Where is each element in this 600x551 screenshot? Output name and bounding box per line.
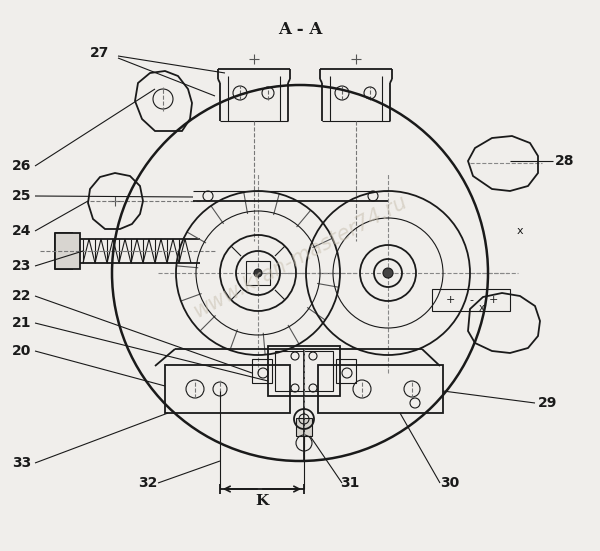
Bar	[275, 351, 333, 391]
Circle shape	[254, 269, 262, 277]
Bar	[296, 418, 312, 436]
Text: 30: 30	[440, 476, 460, 490]
Bar	[336, 359, 356, 383]
Bar	[268, 346, 340, 396]
Text: 32: 32	[139, 476, 158, 490]
Text: K: K	[256, 494, 269, 508]
Text: +: +	[445, 295, 455, 305]
Text: 33: 33	[13, 456, 32, 470]
Text: 21: 21	[12, 316, 32, 330]
Text: 27: 27	[91, 46, 110, 60]
Text: 31: 31	[340, 476, 359, 490]
Text: 28: 28	[555, 154, 575, 168]
Text: 22: 22	[12, 289, 32, 303]
Text: www.kran-master74.ru: www.kran-master74.ru	[190, 191, 410, 321]
Text: x: x	[517, 226, 523, 236]
Bar	[165, 365, 290, 413]
Text: x: x	[479, 303, 485, 313]
Bar	[318, 365, 443, 413]
Bar	[246, 261, 270, 285]
Text: 23: 23	[13, 259, 32, 273]
Text: 29: 29	[538, 396, 557, 410]
Bar	[55, 233, 80, 269]
Text: 26: 26	[13, 159, 32, 173]
Text: 25: 25	[12, 189, 32, 203]
Text: +: +	[488, 295, 497, 305]
Bar	[432, 289, 510, 311]
Text: 24: 24	[12, 224, 32, 238]
Text: A - A: A - A	[278, 21, 322, 38]
Circle shape	[383, 268, 393, 278]
Text: 20: 20	[13, 344, 32, 358]
Bar	[252, 359, 272, 383]
Text: -: -	[469, 295, 473, 305]
